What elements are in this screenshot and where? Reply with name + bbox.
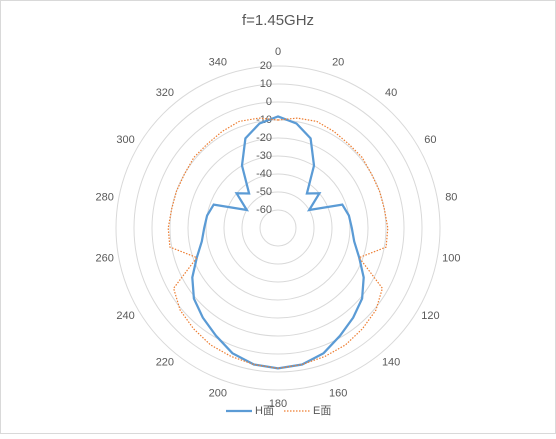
- angle-label: 0: [275, 46, 281, 58]
- chart-title: f=1.45GHz: [242, 12, 314, 29]
- angle-label: 240: [116, 310, 134, 322]
- angle-label: 20: [332, 57, 344, 69]
- r-tick-label: 10: [260, 78, 272, 90]
- grid-ring: [241, 191, 315, 265]
- angle-label: 320: [156, 87, 174, 99]
- r-tick-label: -50: [256, 186, 272, 198]
- r-tick-label: -20: [256, 132, 272, 144]
- series-line: [191, 115, 365, 370]
- legend-label: E面: [313, 405, 331, 417]
- grid-ring: [151, 101, 405, 355]
- grid-ring: [205, 155, 351, 301]
- grid-ring: [223, 173, 333, 283]
- angle-label: 340: [209, 57, 227, 69]
- r-tick-label: -30: [256, 150, 272, 162]
- grid-ring: [187, 137, 369, 319]
- r-tick-label: 0: [266, 96, 272, 108]
- legend-label: H面: [255, 405, 274, 417]
- r-tick-label: 20: [260, 60, 272, 72]
- r-tick-label: -40: [256, 168, 272, 180]
- angle-label: 120: [421, 310, 439, 322]
- angle-label: 300: [116, 134, 134, 146]
- r-tick-label: -60: [256, 204, 272, 216]
- angle-label: 200: [209, 387, 227, 399]
- angle-label: 160: [329, 387, 347, 399]
- grid-ring: [133, 83, 423, 373]
- angle-label: 60: [424, 134, 436, 146]
- angle-label: 180: [269, 398, 287, 410]
- angle-label: 80: [445, 191, 457, 203]
- angle-label: 280: [95, 191, 113, 203]
- angle-label: 260: [95, 252, 113, 264]
- grid-ring: [115, 65, 441, 391]
- angle-label: 140: [382, 357, 400, 369]
- angle-label: 220: [156, 357, 174, 369]
- grid-ring: [259, 209, 297, 247]
- angle-label: 100: [442, 252, 460, 264]
- angle-label: 40: [385, 87, 397, 99]
